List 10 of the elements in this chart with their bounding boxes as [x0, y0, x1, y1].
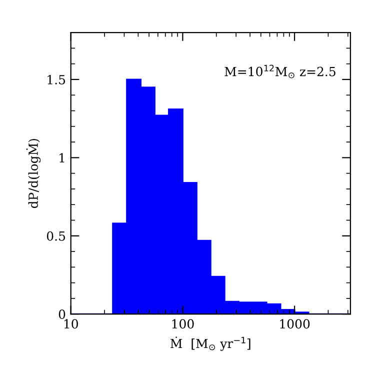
- x-tick-label: 1000: [280, 319, 310, 329]
- y-tick-label: 1.5: [48, 74, 66, 84]
- y-axis-title: dP/d(logṀ): [26, 138, 41, 208]
- annotation: M=10$^{12}$M$_{⊙}$ z=2.5: [224, 64, 336, 78]
- x-axis-title: Ṁ [M$_{⊙}$ yr$^{−1}$]: [170, 336, 250, 351]
- y-tick-label: 1: [60, 153, 64, 162]
- y-tick-label: 0.5: [46, 231, 66, 241]
- x-tick-label: 100: [172, 319, 194, 329]
- y-tick-label: 0: [58, 310, 66, 319]
- x-tick-label: 10: [64, 319, 78, 329]
